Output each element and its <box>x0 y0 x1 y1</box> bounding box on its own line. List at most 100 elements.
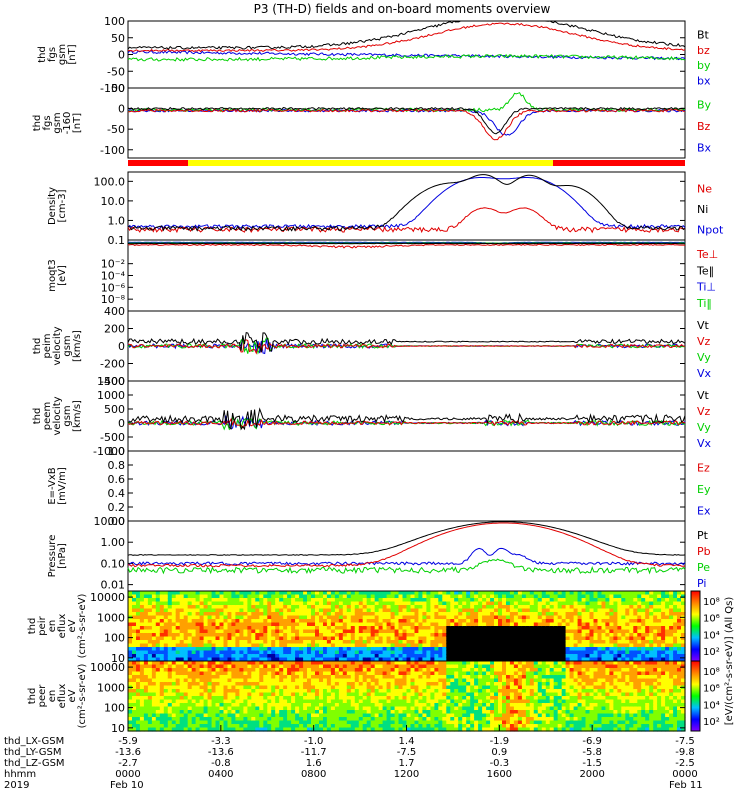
heatmap-cell <box>287 696 292 701</box>
heatmap-cell <box>498 591 503 596</box>
heatmap-cell <box>358 682 364 687</box>
heatmap-cell <box>175 685 181 690</box>
heatmap-cell <box>342 727 348 732</box>
heatmap-cell <box>255 699 260 704</box>
heatmap-cell <box>521 608 527 613</box>
heatmap-cell <box>458 713 463 718</box>
heatmap-cell <box>406 598 412 603</box>
heatmap-cell <box>251 664 256 669</box>
heatmap-cell <box>203 647 209 652</box>
series-pi <box>127 547 686 566</box>
heatmap-cell <box>287 727 292 732</box>
heatmap-cell <box>139 685 145 690</box>
heatmap-cell <box>490 671 495 676</box>
heatmap-cell <box>255 605 260 610</box>
heatmap-cell <box>354 664 360 669</box>
heatmap-cell <box>390 703 396 708</box>
heatmap-cell <box>577 608 583 613</box>
heatmap-cell <box>378 703 384 708</box>
heatmap-cell <box>362 727 368 732</box>
heatmap-cell <box>319 647 324 652</box>
heatmap-cell <box>601 619 607 624</box>
heatmap-cell <box>637 629 642 634</box>
heatmap-cell <box>474 612 479 617</box>
heatmap-cell <box>430 661 435 666</box>
heatmap-cell <box>187 720 193 725</box>
heatmap-cell <box>382 713 388 718</box>
heatmap-cell <box>211 678 217 683</box>
heatmap-cell <box>581 619 587 624</box>
heatmap-cell <box>382 619 388 624</box>
heatmap-cell <box>342 692 348 697</box>
heatmap-cell <box>334 601 340 606</box>
heatmap-cell <box>323 647 328 652</box>
heatmap-cell <box>195 601 201 606</box>
heatmap-cell <box>311 591 316 596</box>
heatmap-cell <box>410 668 416 673</box>
heatmap-cell <box>167 657 173 662</box>
heatmap-cell <box>287 633 292 638</box>
heatmap-cell <box>561 633 567 638</box>
heatmap-cell <box>442 647 447 652</box>
heatmap-cell <box>478 615 483 620</box>
heatmap-cell <box>330 640 336 645</box>
heatmap-cell <box>374 629 380 634</box>
heatmap-cell <box>350 675 356 680</box>
heatmap-cell <box>438 724 443 729</box>
heatmap-cell <box>271 720 276 725</box>
heatmap-cell <box>426 675 431 680</box>
heatmap-cell <box>482 601 487 606</box>
heatmap-cell <box>334 668 340 673</box>
heatmap-cell <box>255 692 260 697</box>
heatmap-cell <box>136 598 141 603</box>
heatmap-cell <box>378 605 384 610</box>
heatmap-cell <box>179 650 185 655</box>
heatmap-cell <box>537 622 543 627</box>
heatmap-cell <box>283 629 288 634</box>
heatmap-cell <box>334 640 340 645</box>
heatmap-cell <box>430 671 435 676</box>
heatmap-cell <box>139 654 145 659</box>
heatmap-cell <box>414 661 420 666</box>
heatmap-cell <box>231 675 236 680</box>
heatmap-cell <box>159 626 165 631</box>
heatmap-cell <box>350 626 356 631</box>
heatmap-cell <box>311 703 316 708</box>
heatmap-cell <box>581 636 587 641</box>
heatmap-cell <box>350 605 356 610</box>
heatmap-cell <box>219 720 225 725</box>
heatmap-cell <box>211 636 217 641</box>
heatmap-cell <box>132 633 137 638</box>
heatmap-cell <box>287 643 292 648</box>
heatmap-cell <box>342 671 348 676</box>
heatmap-cell <box>211 605 217 610</box>
heatmap-cell <box>442 619 447 624</box>
heatmap-cell <box>613 654 618 659</box>
heatmap-cell <box>128 626 133 631</box>
heatmap-cell <box>319 689 324 694</box>
heatmap-cell <box>498 689 503 694</box>
heatmap-cell <box>330 692 336 697</box>
heatmap-cell <box>446 703 451 708</box>
heatmap-cell <box>275 699 280 704</box>
heatmap-cell <box>442 664 447 669</box>
heatmap-cell <box>362 689 368 694</box>
heatmap-cell <box>517 608 523 613</box>
heatmap-cell <box>418 703 423 708</box>
heatmap-cell <box>454 629 459 634</box>
heatmap-cell <box>239 664 244 669</box>
heatmap-cell <box>406 717 412 722</box>
heatmap-cell <box>426 622 431 627</box>
heatmap-cell <box>446 675 451 680</box>
heatmap-cell <box>334 682 340 687</box>
heatmap-cell <box>330 717 336 722</box>
heatmap-cell <box>247 615 252 620</box>
heatmap-cell <box>255 720 260 725</box>
heatmap-cell <box>673 633 678 638</box>
heatmap-cell <box>199 692 205 697</box>
heatmap-cell <box>223 710 229 715</box>
heatmap-cell <box>661 626 666 631</box>
heatmap-cell <box>223 598 229 603</box>
heatmap-cell <box>482 668 487 673</box>
heatmap-cell <box>402 622 408 627</box>
